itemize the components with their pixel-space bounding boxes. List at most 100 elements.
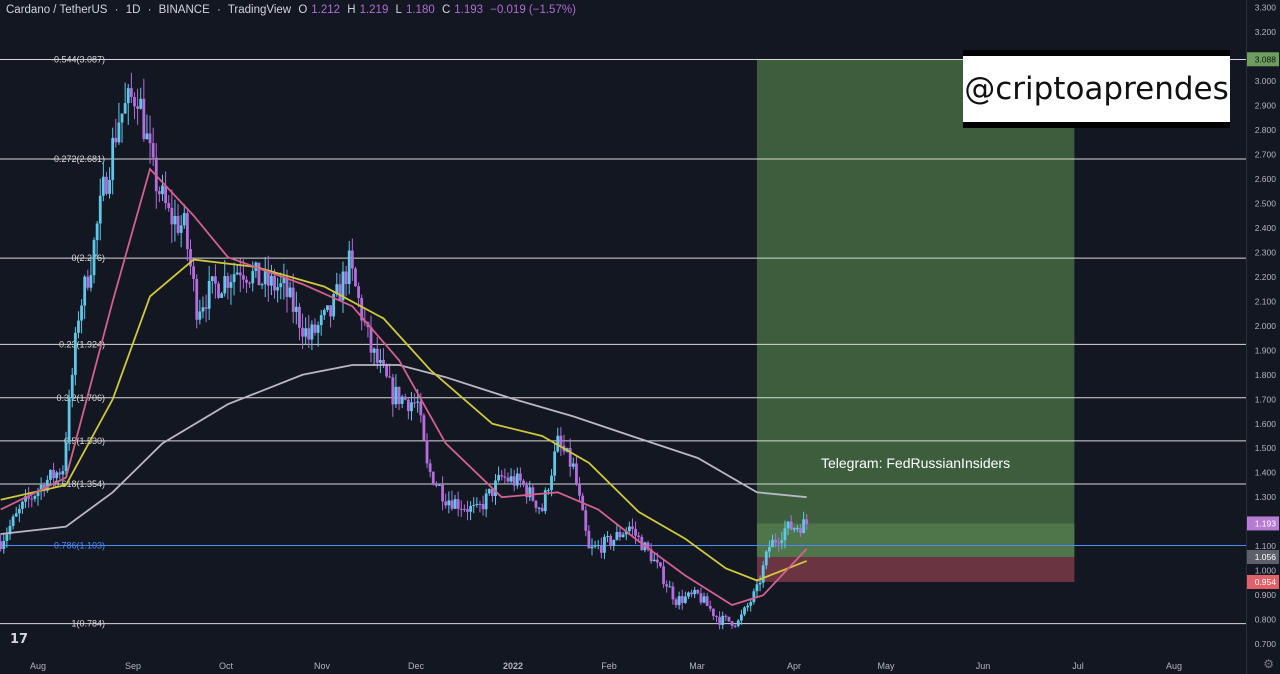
- candle[interactable]: [217, 283, 220, 298]
- candle[interactable]: [767, 547, 771, 552]
- candle[interactable]: [335, 284, 339, 294]
- candle[interactable]: [388, 376, 392, 378]
- candle[interactable]: [148, 133, 152, 144]
- candle[interactable]: [5, 534, 9, 541]
- candle[interactable]: [512, 476, 516, 486]
- candle[interactable]: [522, 480, 525, 486]
- candle[interactable]: [30, 498, 34, 500]
- candle[interactable]: [136, 106, 139, 109]
- candle[interactable]: [487, 488, 491, 494]
- candle[interactable]: [285, 277, 289, 297]
- symbol-name[interactable]: Cardano / TetherUS: [6, 4, 108, 16]
- candle[interactable]: [273, 275, 276, 291]
- candle[interactable]: [139, 98, 143, 109]
- candle[interactable]: [702, 596, 706, 603]
- candle[interactable]: [599, 544, 603, 553]
- candle[interactable]: [282, 277, 286, 284]
- candle[interactable]: [98, 195, 102, 224]
- candle[interactable]: [260, 284, 264, 286]
- candle[interactable]: [170, 207, 174, 225]
- candle[interactable]: [587, 530, 591, 549]
- candle[interactable]: [11, 516, 15, 526]
- candle[interactable]: [425, 440, 429, 464]
- candle[interactable]: [214, 276, 217, 284]
- candle[interactable]: [596, 544, 600, 546]
- candle[interactable]: [322, 310, 326, 316]
- candle[interactable]: [540, 507, 544, 512]
- candle[interactable]: [198, 311, 202, 320]
- candle[interactable]: [357, 286, 360, 299]
- candle[interactable]: [133, 96, 136, 107]
- candle[interactable]: [777, 542, 781, 544]
- candle[interactable]: [95, 223, 99, 241]
- candle[interactable]: [755, 584, 759, 592]
- candle[interactable]: [450, 500, 454, 509]
- candle[interactable]: [120, 113, 124, 123]
- stop-zone[interactable]: [756, 557, 1075, 582]
- candle[interactable]: [360, 298, 364, 321]
- ma-mid-line[interactable]: [0, 258, 808, 582]
- candle[interactable]: [151, 143, 155, 158]
- candle[interactable]: [238, 272, 242, 276]
- candle[interactable]: [49, 469, 52, 480]
- candle[interactable]: [537, 507, 541, 509]
- candle[interactable]: [192, 266, 196, 279]
- candle[interactable]: [466, 509, 469, 512]
- candle[interactable]: [235, 272, 239, 275]
- candle[interactable]: [86, 276, 90, 288]
- candle[interactable]: [410, 402, 413, 412]
- candle[interactable]: [484, 493, 488, 510]
- candle[interactable]: [382, 360, 385, 366]
- candle[interactable]: [699, 593, 703, 603]
- candle[interactable]: [584, 510, 588, 531]
- candle[interactable]: [108, 179, 111, 194]
- candle[interactable]: [559, 435, 563, 446]
- candle[interactable]: [375, 348, 379, 363]
- tradingview-logo[interactable]: 17: [6, 628, 32, 650]
- candle[interactable]: [210, 276, 214, 281]
- candle[interactable]: [67, 397, 71, 443]
- candle[interactable]: [481, 503, 485, 510]
- candle[interactable]: [310, 324, 314, 340]
- candle[interactable]: [761, 565, 765, 583]
- candle[interactable]: [547, 490, 550, 492]
- candle[interactable]: [123, 103, 127, 114]
- candle[interactable]: [453, 499, 457, 509]
- candle[interactable]: [503, 476, 507, 478]
- ma-fast-line[interactable]: [0, 167, 808, 606]
- candle[interactable]: [55, 472, 59, 479]
- candle[interactable]: [378, 360, 382, 363]
- candle[interactable]: [157, 191, 161, 195]
- candle[interactable]: [173, 216, 177, 225]
- candle[interactable]: [612, 539, 616, 546]
- candle[interactable]: [416, 401, 420, 403]
- candle[interactable]: [786, 521, 790, 529]
- candle[interactable]: [422, 415, 426, 441]
- candle[interactable]: [83, 276, 87, 306]
- candle[interactable]: [406, 399, 410, 412]
- candle[interactable]: [627, 526, 631, 532]
- candle[interactable]: [52, 469, 55, 479]
- candle[interactable]: [223, 276, 227, 294]
- candle[interactable]: [0, 541, 3, 550]
- candle[interactable]: [771, 539, 774, 548]
- candle[interactable]: [805, 519, 809, 525]
- candle[interactable]: [621, 534, 625, 538]
- candle[interactable]: [39, 484, 43, 491]
- candle[interactable]: [631, 526, 634, 529]
- candle[interactable]: [497, 475, 501, 481]
- candle[interactable]: [185, 213, 189, 250]
- candle[interactable]: [780, 540, 784, 544]
- candle[interactable]: [391, 377, 395, 405]
- candle[interactable]: [288, 287, 292, 297]
- candle[interactable]: [397, 386, 401, 404]
- candle[interactable]: [652, 559, 656, 562]
- candle[interactable]: [70, 374, 74, 398]
- candle[interactable]: [472, 504, 476, 506]
- candle[interactable]: [655, 559, 659, 563]
- candle[interactable]: [447, 500, 451, 506]
- candle[interactable]: [164, 185, 168, 204]
- candle[interactable]: [431, 471, 435, 485]
- price-tag-target[interactable]: [1247, 52, 1279, 67]
- candle[interactable]: [266, 270, 270, 286]
